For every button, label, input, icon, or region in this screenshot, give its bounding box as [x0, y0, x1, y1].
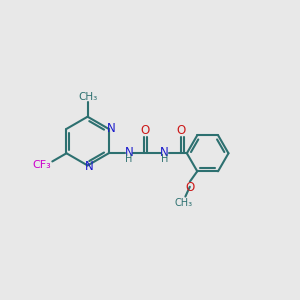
Text: O: O [185, 182, 194, 194]
Text: O: O [177, 124, 186, 137]
Text: H: H [161, 154, 168, 164]
Text: H: H [125, 154, 133, 164]
Text: N: N [124, 146, 133, 159]
Text: N: N [85, 160, 94, 172]
Text: CF₃: CF₃ [32, 160, 51, 170]
Text: N: N [106, 122, 115, 135]
Text: N: N [160, 146, 169, 159]
Text: O: O [140, 124, 149, 137]
Text: CH₃: CH₃ [175, 198, 193, 208]
Text: CH₃: CH₃ [78, 92, 97, 101]
